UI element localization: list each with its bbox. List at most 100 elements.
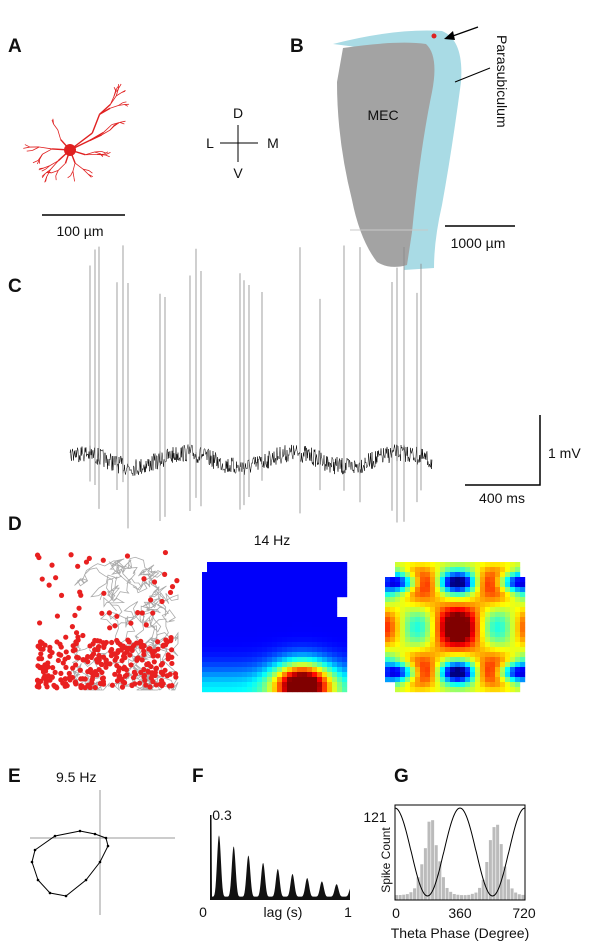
rate-cell bbox=[312, 647, 318, 653]
spike-dot bbox=[35, 643, 41, 649]
corr-cell bbox=[465, 572, 471, 578]
rate-cell bbox=[217, 592, 223, 598]
corr-cell bbox=[425, 567, 431, 573]
rate-cell bbox=[252, 672, 258, 678]
corr-cell bbox=[435, 587, 441, 593]
corr-cell bbox=[455, 587, 461, 593]
rate-cell bbox=[342, 642, 348, 648]
corr-cell bbox=[455, 572, 461, 578]
corr-cell bbox=[450, 612, 456, 618]
corr-cell bbox=[480, 587, 486, 593]
corr-cell bbox=[475, 687, 481, 693]
corr-cell bbox=[440, 632, 446, 638]
spike-dot bbox=[147, 684, 153, 690]
rate-cell bbox=[332, 642, 338, 648]
rate-cell bbox=[202, 642, 208, 648]
corr-cell bbox=[420, 672, 426, 678]
corr-cell bbox=[455, 592, 461, 598]
rate-cell bbox=[247, 657, 253, 663]
corr-cell bbox=[395, 622, 401, 628]
rate-cell bbox=[222, 632, 228, 638]
rate-cell bbox=[342, 572, 348, 578]
rate-cell bbox=[297, 622, 303, 628]
spike-dot bbox=[114, 613, 120, 619]
dendrite bbox=[121, 90, 126, 93]
rate-cell bbox=[322, 637, 328, 643]
corr-cell bbox=[470, 652, 476, 658]
corr-cell bbox=[475, 567, 481, 573]
corr-cell bbox=[490, 617, 496, 623]
corr-cell bbox=[400, 597, 406, 603]
corr-cell bbox=[500, 647, 506, 653]
rate-cell bbox=[267, 647, 273, 653]
rate-cell bbox=[217, 587, 223, 593]
spike-dot bbox=[46, 582, 52, 588]
rate-cell bbox=[217, 687, 223, 693]
corr-cell bbox=[500, 577, 506, 583]
rate-cell bbox=[322, 572, 328, 578]
dendrite bbox=[46, 169, 51, 177]
rate-cell bbox=[297, 597, 303, 603]
corr-cell bbox=[405, 687, 411, 693]
dendrite bbox=[58, 162, 66, 171]
rate-cell bbox=[307, 582, 313, 588]
corr-cell bbox=[510, 687, 516, 693]
hist-bar bbox=[503, 866, 507, 900]
corr-cell bbox=[435, 672, 441, 678]
corr-cell bbox=[475, 607, 481, 613]
spike-dot bbox=[169, 660, 175, 667]
rate-cell bbox=[287, 677, 293, 683]
rate-cell bbox=[207, 612, 213, 618]
rate-cell bbox=[267, 567, 273, 573]
rate-cell bbox=[342, 592, 348, 598]
corr-cell bbox=[430, 627, 436, 633]
rate-cell bbox=[267, 672, 273, 678]
rate-cell bbox=[267, 677, 273, 683]
rate-cell bbox=[272, 657, 278, 663]
rate-cell bbox=[252, 612, 258, 618]
rate-cell bbox=[227, 587, 233, 593]
rate-cell bbox=[217, 657, 223, 663]
corr-cell bbox=[395, 677, 401, 683]
rate-cell bbox=[267, 622, 273, 628]
rate-cell bbox=[267, 627, 273, 633]
rate-cell bbox=[277, 587, 283, 593]
corr-cell bbox=[450, 637, 456, 643]
panel-label: C bbox=[8, 276, 22, 297]
corr-cell bbox=[445, 632, 451, 638]
rate-cell bbox=[202, 607, 208, 613]
corr-cell bbox=[455, 637, 461, 643]
rate-cell bbox=[232, 637, 238, 643]
corr-cell bbox=[410, 627, 416, 633]
corr-cell bbox=[430, 582, 436, 588]
rate-cell bbox=[262, 627, 268, 633]
rate-cell bbox=[307, 637, 313, 643]
rate-cell bbox=[302, 592, 308, 598]
rate-cell bbox=[287, 667, 293, 673]
corr-cell bbox=[495, 662, 501, 668]
corr-cell bbox=[515, 612, 521, 618]
rate-cell bbox=[272, 582, 278, 588]
corr-cell bbox=[490, 642, 496, 648]
rate-cell bbox=[227, 652, 233, 658]
corr-cell bbox=[510, 562, 516, 568]
corr-cell bbox=[475, 652, 481, 658]
corr-cell bbox=[415, 662, 421, 668]
corr-cell bbox=[505, 592, 511, 598]
rate-cell bbox=[327, 647, 333, 653]
corr-cell bbox=[480, 682, 486, 688]
corr-cell bbox=[420, 607, 426, 613]
corr-cell bbox=[410, 612, 416, 618]
corr-cell bbox=[500, 597, 506, 603]
corr-cell bbox=[435, 687, 441, 693]
rate-cell bbox=[277, 622, 283, 628]
corr-cell bbox=[485, 607, 491, 613]
corr-cell bbox=[460, 672, 466, 678]
rate-cell bbox=[222, 647, 228, 653]
corr-cell bbox=[500, 592, 506, 598]
corr-cell bbox=[410, 652, 416, 658]
corr-cell bbox=[515, 567, 521, 573]
corr-cell bbox=[495, 632, 501, 638]
corr-cell bbox=[500, 652, 506, 658]
rate-cell bbox=[242, 577, 248, 583]
